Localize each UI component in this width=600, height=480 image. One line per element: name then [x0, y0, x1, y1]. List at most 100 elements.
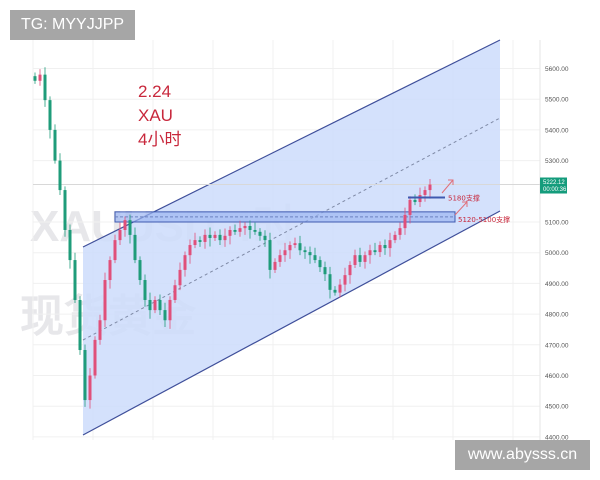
candle — [323, 261, 327, 281]
candle-body — [383, 245, 387, 249]
annotation-date: 2.24 — [138, 82, 172, 101]
candle — [328, 266, 332, 299]
candle — [58, 153, 62, 195]
current-price-value: 5222.12 — [543, 180, 565, 186]
candle-body — [273, 261, 277, 270]
candle — [368, 244, 372, 264]
candle — [343, 267, 347, 292]
website-badge: www.abysss.cn — [455, 440, 590, 470]
candle-body — [123, 220, 127, 230]
candle-body — [333, 289, 337, 293]
candle-body — [88, 375, 92, 401]
candle-body — [408, 199, 412, 215]
candle-body — [283, 250, 287, 256]
channel-mid-line — [82, 117, 501, 341]
candle-body — [93, 339, 97, 376]
candle-body — [428, 184, 432, 191]
candle — [228, 226, 232, 245]
candle-body — [158, 299, 162, 311]
candle-body — [248, 225, 252, 230]
candle — [163, 302, 167, 327]
candle — [173, 279, 177, 304]
candle — [153, 296, 157, 314]
candle — [158, 294, 162, 316]
candle-body — [293, 243, 297, 246]
candle-body — [403, 214, 407, 229]
candle — [253, 222, 257, 235]
candle-body — [418, 194, 422, 203]
candle — [308, 246, 312, 264]
candle — [203, 229, 207, 249]
candle-body — [143, 280, 147, 300]
y-tick-label: 4900.00 — [545, 281, 569, 288]
arrow-up-icon — [441, 179, 454, 194]
candle — [373, 242, 377, 256]
candle-body — [343, 275, 347, 285]
candle-body — [413, 199, 417, 203]
candle-body — [263, 235, 267, 241]
y-tick-label: 4800.00 — [545, 312, 569, 319]
candle-body — [133, 234, 137, 261]
candle-body — [213, 234, 217, 238]
candle-body — [348, 264, 352, 276]
candle — [138, 256, 142, 285]
candle-body — [238, 228, 242, 232]
candle-body — [53, 129, 57, 161]
candle — [68, 224, 72, 269]
y-tick-label: 4500.00 — [545, 404, 569, 411]
candle-body — [353, 255, 357, 265]
candle — [83, 344, 87, 407]
candle-body — [193, 240, 197, 246]
candle-body — [63, 190, 67, 230]
candle — [403, 207, 407, 235]
candle — [63, 186, 67, 237]
candle — [288, 241, 292, 259]
candle-body — [388, 240, 392, 249]
y-tick-label: 5500.00 — [545, 97, 569, 104]
candle — [238, 220, 242, 237]
candle — [398, 222, 402, 240]
candle-body — [203, 234, 207, 242]
candle-body — [378, 245, 382, 253]
candle-body — [278, 255, 282, 262]
candle-body — [223, 235, 227, 241]
candle-body — [78, 299, 82, 351]
candle — [408, 196, 412, 224]
candle-body — [338, 284, 342, 293]
candle — [88, 368, 92, 409]
candle — [248, 220, 252, 239]
arrow-up-icon — [454, 201, 468, 216]
candle — [193, 232, 197, 249]
candle-body — [178, 269, 182, 286]
candle-body — [73, 260, 77, 300]
candle — [233, 224, 237, 235]
candle — [188, 239, 192, 264]
candle — [428, 179, 432, 199]
candle-body — [163, 310, 167, 321]
candle-body — [153, 299, 157, 311]
candle — [363, 251, 367, 269]
candle — [293, 237, 297, 249]
support-label-5120-5100: 5120-5100支撑 — [458, 215, 510, 224]
candle-body — [173, 285, 177, 300]
candle-body — [48, 100, 52, 130]
candle-body — [188, 245, 192, 256]
candle-body — [398, 228, 402, 235]
candle — [208, 227, 212, 247]
candle-body — [98, 320, 102, 340]
candle — [353, 249, 357, 269]
candle-body — [423, 190, 427, 195]
candle — [348, 261, 352, 284]
candle-body — [258, 231, 262, 236]
candle — [123, 216, 127, 237]
candle-body — [68, 229, 72, 261]
candle-body — [308, 252, 312, 256]
candle-body — [183, 255, 187, 270]
candle-body — [198, 240, 202, 242]
candle-body — [128, 220, 132, 235]
candle — [53, 124, 57, 164]
candle-body — [318, 260, 322, 268]
candle — [133, 227, 137, 264]
candle-body — [328, 274, 332, 290]
